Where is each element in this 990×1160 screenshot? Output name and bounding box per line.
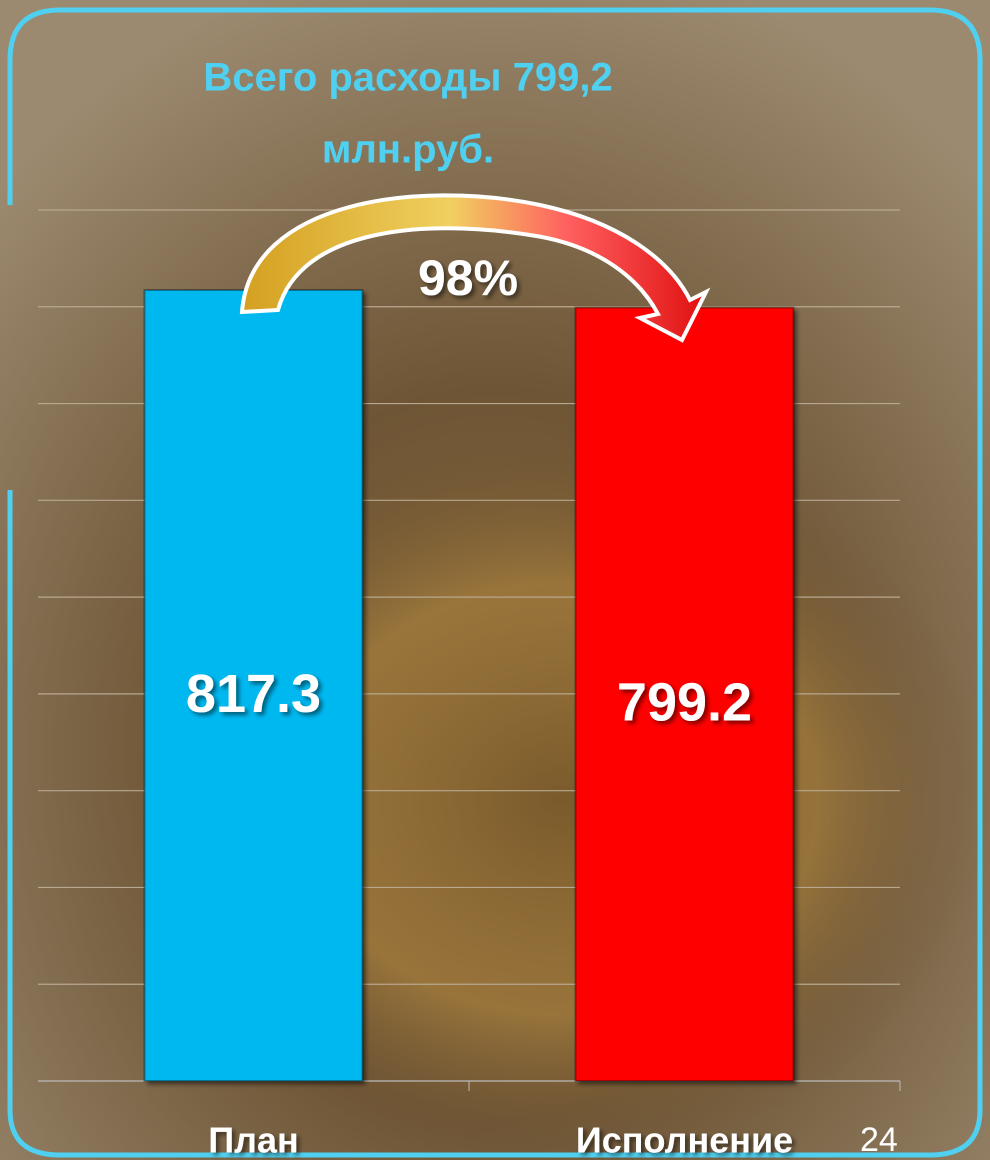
bar [143,289,364,1082]
x-tick-label: Исполнение [576,1120,793,1160]
frame [7,7,983,1158]
value-label: 817.3 [186,664,321,724]
plot-area: 817.3 План 799.2 Исполнение [38,209,901,1160]
arrow [239,193,711,343]
bar [574,306,795,1082]
x-tick-label: План [208,1120,299,1160]
annotation: 98% [418,250,518,306]
chart-title: Всего расходы 799,2 [203,56,612,100]
page-number: 24 [860,1121,898,1159]
value-label: 799.2 [617,673,752,733]
chart-subtitle: млн.руб. [322,128,494,172]
